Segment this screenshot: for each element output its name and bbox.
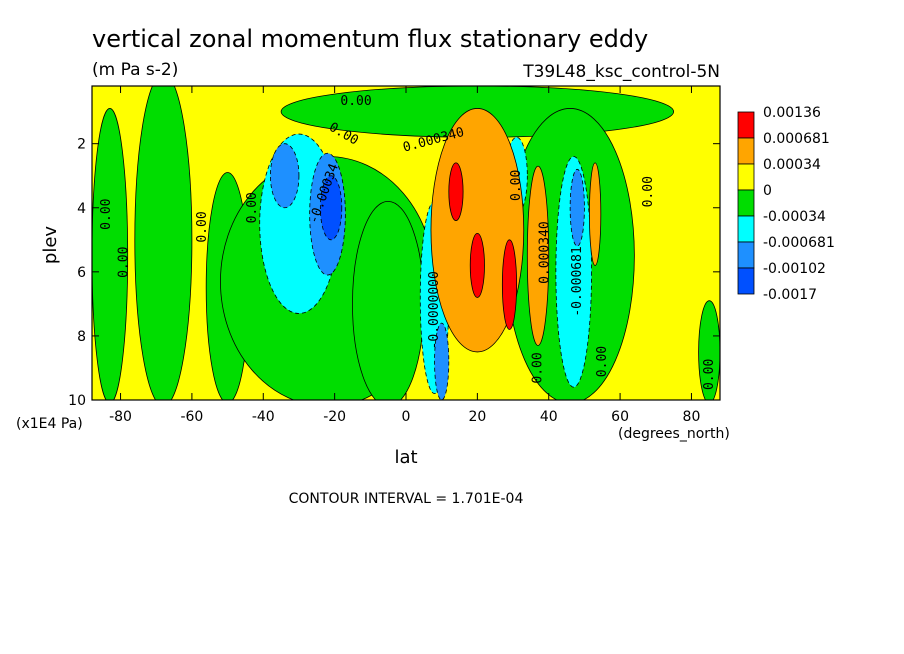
contour-interval: CONTOUR INTERVAL = 1.701E-04 (289, 491, 524, 507)
y-tick-label: 4 (77, 201, 86, 217)
contour-label: 0.00 (99, 199, 114, 230)
contour-label: 0.00 (195, 211, 210, 242)
contour-region-red (501, 239, 518, 330)
legend-label: 0 (763, 183, 772, 199)
contour-label: 0.00 (531, 352, 546, 383)
contour-label: 0.00 (509, 170, 524, 201)
legend-label: 0.00034 (763, 157, 821, 173)
x-tick-label: 0 (402, 409, 411, 425)
contour-label: -0.0000000 (427, 271, 442, 349)
chart-title: vertical zonal momentum flux stationary … (92, 25, 648, 53)
contour-label: -0.000681 (570, 246, 585, 316)
contour-region-orange (526, 165, 550, 346)
contour-region-green (698, 300, 720, 400)
contour-label: 0.000340 (538, 221, 553, 284)
x-tick-label: 20 (468, 409, 486, 425)
y-tick-label: 10 (68, 393, 86, 409)
filled-contour-regions (92, 86, 720, 400)
contour-region-lightblue (270, 143, 300, 209)
legend-label: -0.0017 (763, 287, 817, 303)
legend-label: -0.00102 (763, 261, 826, 277)
contour-region-red (469, 232, 485, 298)
contour-region-green (352, 200, 425, 400)
x-tick-label: -40 (252, 409, 275, 425)
y-axis-units: (x1E4 Pa) (16, 416, 83, 432)
legend-label: -0.000681 (763, 235, 835, 251)
contour-region-red (448, 162, 464, 221)
x-tick-label: -80 (109, 409, 132, 425)
y-tick-label: 6 (77, 265, 86, 281)
color-legend: 0.00136 0.000681 0.00034 0 -0.00034 -0.000681… (737, 105, 835, 303)
plot-area: 0.000.000.000.000.000.00-0.000340.000340… (91, 85, 721, 401)
legend-swatch (737, 267, 755, 295)
x-tick-label: -20 (323, 409, 346, 425)
contour-region-lightblue (434, 322, 450, 400)
contour-region-green (92, 108, 129, 400)
contour-label: 0.00 (245, 192, 260, 223)
legend-swatch (737, 111, 755, 139)
legend-swatch (737, 241, 755, 269)
contour-label: 0.00 (117, 247, 132, 278)
legend-label: -0.00034 (763, 209, 826, 225)
contour-label: 0.00 (702, 359, 717, 390)
y-axis-label: plev (40, 226, 61, 265)
chart-units: (m Pa s-2) (92, 60, 178, 80)
y-axis: 2 4 6 8 10 (68, 137, 720, 409)
x-tick-label: 80 (683, 409, 701, 425)
legend-swatch (737, 215, 755, 243)
legend-swatch (737, 163, 755, 191)
legend-label: 0.000681 (763, 131, 830, 147)
legend-swatch (737, 137, 755, 165)
contour-region-orange (589, 162, 602, 266)
x-axis-units: (degrees_north) (618, 426, 730, 442)
x-axis-label: lat (394, 447, 417, 468)
x-axis: -80 -60 -40 -20 0 20 40 60 80 (109, 86, 700, 425)
y-tick-label: 8 (77, 329, 86, 345)
legend-swatch (737, 189, 755, 217)
contour-label: 0.00 (595, 346, 610, 377)
contour-label: 0.00 (641, 176, 656, 207)
x-tick-label: -60 (180, 409, 203, 425)
x-tick-label: 40 (540, 409, 558, 425)
y-tick-label: 2 (77, 137, 86, 153)
run-label: T39L48_ksc_control-5N (522, 62, 720, 82)
legend-label: 0.00136 (763, 105, 821, 121)
contour-region-blue (319, 175, 343, 241)
x-tick-label: 60 (611, 409, 629, 425)
contour-region-green (134, 86, 193, 400)
contour-label: 0.00 (340, 94, 371, 109)
contour-region-lightblue (569, 168, 585, 247)
